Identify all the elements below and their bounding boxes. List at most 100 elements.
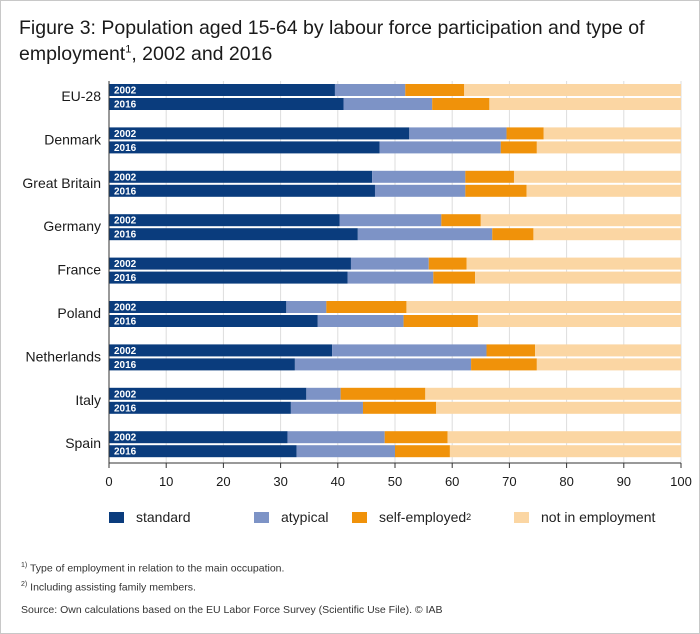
- bar-segment-not-in-employment: [543, 127, 681, 140]
- footnote-line: 2) Including assisting family members.: [21, 577, 284, 596]
- bar-segment-self-employed: [362, 401, 437, 414]
- bar-segment-standard: [109, 431, 288, 444]
- bar-segment-atypical: [347, 271, 434, 284]
- bar-segment-not-in-employment: [436, 401, 681, 414]
- bar-segment-atypical: [332, 344, 487, 357]
- category-label: Denmark: [44, 131, 102, 147]
- bar-segment-self-employed: [395, 445, 450, 458]
- x-tick-label: 50: [388, 474, 402, 489]
- bar-segment-standard: [109, 184, 375, 197]
- bar-segment-atypical: [317, 315, 404, 327]
- bar-segment-not-in-employment: [489, 98, 681, 110]
- category-label: France: [57, 262, 101, 278]
- legend-item: self-employed 2: [352, 509, 471, 525]
- bar-year-label: 2002: [114, 433, 137, 444]
- x-tick-label: 90: [617, 474, 631, 489]
- x-tick-label: 60: [445, 474, 459, 489]
- bar-segment-atypical: [334, 84, 406, 96]
- bar-segment-not-in-employment: [475, 271, 681, 284]
- bar-year-label: 2002: [114, 129, 137, 140]
- bar-segment-not-in-employment: [477, 315, 681, 327]
- bar-segment-not-in-employment: [536, 358, 681, 371]
- bar-year-label: 2002: [114, 389, 137, 400]
- category-label: Spain: [65, 435, 101, 451]
- bar-segment-self-employed: [384, 431, 448, 444]
- source-note: Source: Own calculations based on the EU…: [21, 604, 443, 616]
- footnotes: 1) Type of employment in relation to the…: [21, 558, 284, 595]
- bar-segment-self-employed: [340, 387, 426, 400]
- bar-segment-standard: [109, 257, 351, 270]
- legend-swatch: [352, 511, 367, 523]
- bar-segment-self-employed: [326, 301, 407, 313]
- category-label: Poland: [57, 305, 101, 321]
- bar-year-label: 2016: [114, 143, 137, 154]
- bar-segment-atypical: [290, 401, 363, 414]
- legend-label: self-employed: [379, 509, 467, 525]
- bar-segment-atypical: [343, 98, 433, 110]
- bar-segment-standard: [109, 170, 373, 183]
- bar-year-label: 2016: [114, 317, 137, 328]
- bar-segment-standard: [109, 98, 344, 110]
- legend-swatch: [109, 511, 124, 523]
- bar-segment-standard: [109, 315, 318, 327]
- legend-swatch: [514, 511, 529, 523]
- bar-segment-standard: [109, 358, 295, 371]
- category-label: Germany: [43, 218, 101, 234]
- bar-year-label: 2016: [114, 403, 137, 414]
- bar-year-label: 2016: [114, 273, 137, 284]
- bar-segment-not-in-employment: [513, 170, 681, 183]
- bar-segment-standard: [109, 228, 358, 241]
- bar-segment-self-employed: [403, 315, 478, 327]
- footnote-mark: 2): [21, 580, 28, 588]
- footnote-text: Type of employment in relation to the ma…: [27, 562, 285, 575]
- bar-year-label: 2002: [114, 346, 137, 357]
- bar-segment-standard: [109, 141, 380, 154]
- bar-segment-atypical: [379, 141, 501, 154]
- x-tick-label: 30: [273, 474, 287, 489]
- bar-segment-self-employed: [486, 344, 536, 357]
- bar-segment-self-employed: [492, 228, 534, 241]
- bar-segment-standard: [109, 344, 333, 357]
- bar-segment-not-in-employment: [526, 184, 681, 197]
- bar-segment-standard: [109, 127, 410, 140]
- bar-year-label: 2016: [114, 100, 137, 111]
- x-tick-label: 80: [559, 474, 573, 489]
- bar-segment-standard: [109, 271, 348, 284]
- legend-label: standard: [136, 509, 191, 525]
- bar-segment-self-employed: [441, 214, 481, 227]
- legend-swatch: [254, 511, 269, 523]
- bar-segment-self-employed: [465, 170, 514, 183]
- chart-title-tail: , 2002 and 2016: [131, 43, 273, 65]
- bar-segment-not-in-employment: [533, 228, 681, 241]
- x-tick-label: 20: [216, 474, 230, 489]
- bar-segment-standard: [109, 84, 335, 96]
- bar-segment-standard: [109, 214, 340, 227]
- bar-segment-self-employed: [465, 184, 527, 197]
- bar-segment-not-in-employment: [406, 301, 681, 313]
- legend-item: atypical: [254, 509, 328, 525]
- x-tick-label: 70: [502, 474, 516, 489]
- bar-segment-not-in-employment: [464, 84, 681, 96]
- bar-year-label: 2016: [114, 230, 137, 241]
- bar-year-label: 2002: [114, 216, 137, 227]
- footnote-text: Including assisting family members.: [27, 581, 196, 593]
- category-label: EU-28: [61, 88, 101, 104]
- x-tick-label: 100: [670, 474, 692, 489]
- bar-segment-standard: [109, 387, 307, 400]
- bar-year-label: 2002: [114, 303, 137, 314]
- bar-year-label: 2016: [114, 186, 137, 197]
- x-tick-label: 40: [331, 474, 345, 489]
- bar-segment-atypical: [372, 170, 466, 183]
- category-label: Netherlands: [26, 348, 102, 364]
- bar-segment-atypical: [374, 184, 466, 197]
- footnote-line: 1) Type of employment in relation to the…: [21, 558, 284, 577]
- bar-segment-atypical: [287, 431, 385, 444]
- bar-segment-self-employed: [506, 127, 544, 140]
- bar-segment-not-in-employment: [480, 214, 681, 227]
- bar-year-label: 2016: [114, 447, 137, 458]
- bar-segment-not-in-employment: [535, 344, 681, 357]
- chart-title: Figure 3: Population aged 15-64 by labou…: [19, 15, 679, 67]
- bar-year-label: 2002: [114, 86, 137, 97]
- bar-segment-not-in-employment: [449, 445, 681, 458]
- bar-segment-not-in-employment: [447, 431, 681, 444]
